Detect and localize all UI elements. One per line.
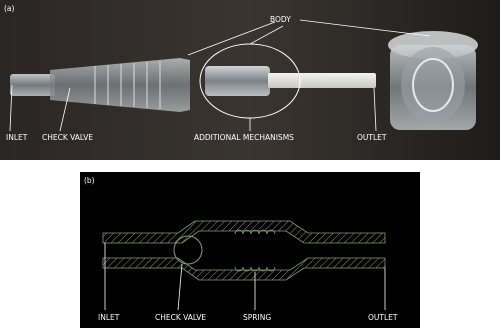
outlet-cap xyxy=(388,31,478,130)
schematic-background xyxy=(80,172,420,328)
label-additional-mechanisms: ADDITIONAL MECHANISMS xyxy=(194,133,294,142)
leader-lines xyxy=(9,19,431,132)
panel-a: (a) BODY INLET CHECK VALVE ADDITIONAL ME… xyxy=(0,0,500,160)
panel-b: (b) INLET CHECK VALVE SPRING OUTLET xyxy=(80,172,420,328)
panel-label: (a) xyxy=(4,4,15,13)
label-inlet: INLET xyxy=(98,313,120,322)
valve-body xyxy=(10,58,190,112)
panel-label: (b) xyxy=(84,176,95,185)
spring xyxy=(234,229,276,272)
label-check-valve: CHECK VALVE xyxy=(155,313,206,322)
leader-lines xyxy=(104,243,386,311)
label-body: BODY xyxy=(270,15,291,24)
label-spring: SPRING xyxy=(243,313,271,322)
label-inlet: INLET xyxy=(6,133,28,142)
label-outlet: OUTLET xyxy=(357,133,387,142)
label-check-valve: CHECK VALVE xyxy=(42,133,93,142)
label-outlet: OUTLET xyxy=(368,313,398,322)
check-valve-ball xyxy=(173,235,203,265)
